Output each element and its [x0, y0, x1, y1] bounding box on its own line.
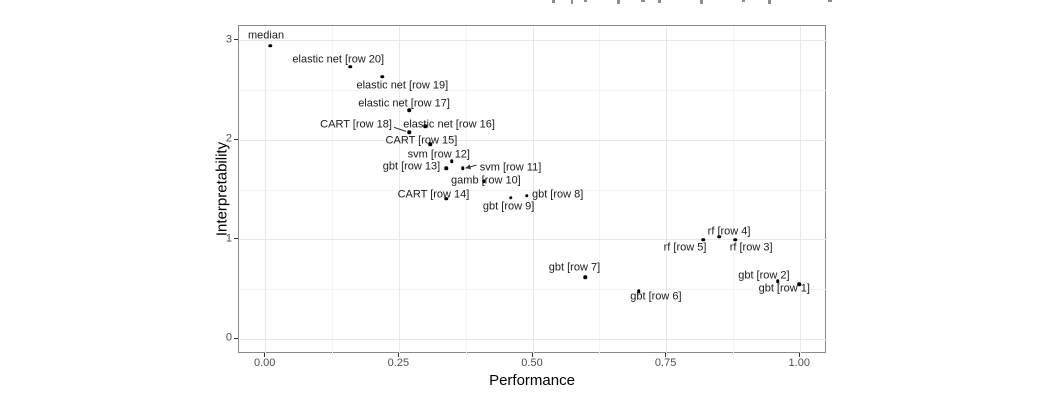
point-label: svm [row 11]: [479, 161, 542, 174]
point-label: gbt [row 2]: [738, 269, 790, 282]
point-label: elastic net [row 20]: [292, 53, 385, 66]
x-tick-mark: [665, 353, 667, 357]
x-major-gridline: [799, 26, 801, 354]
y-axis-title: Interpretability: [213, 141, 231, 237]
y-tick-mark: [234, 337, 238, 339]
y-tick-label: 3: [225, 33, 232, 46]
x-tick-mark: [531, 353, 533, 357]
y-major-gridline: [239, 338, 827, 340]
point-label: median: [248, 29, 285, 42]
data-point: [423, 124, 427, 129]
y-tick-label: 1: [225, 232, 232, 245]
y-tick-label: 2: [225, 132, 232, 145]
data-point: [482, 179, 486, 183]
point-label: rf [row 4]: [707, 225, 751, 238]
x-major-gridline: [398, 26, 400, 354]
point-label: gbt [row 7]: [548, 261, 601, 274]
point-label: rf [row 3]: [729, 241, 773, 254]
x-tick-label: 0.75: [654, 357, 677, 369]
data-point: [524, 194, 529, 198]
data-point: [348, 64, 352, 69]
x-tick-mark: [397, 353, 399, 357]
data-point: [450, 159, 454, 163]
x-tick-mark: [798, 353, 800, 357]
point-label: CART [row 14]: [397, 188, 470, 201]
point-label: gbt [row 1]: [758, 282, 810, 295]
point-label: gbt [row 9]: [482, 200, 535, 213]
x-axis-title: Performance: [489, 372, 575, 389]
data-point: [701, 237, 705, 242]
data-point: [733, 237, 737, 242]
data-point: [380, 74, 385, 79]
x-major-gridline: [265, 26, 267, 354]
point-label: gbt [row 8]: [531, 188, 584, 201]
data-point: [797, 282, 802, 287]
x-tick-label: 0.50: [521, 357, 543, 369]
data-point: [637, 289, 641, 294]
data-point: [583, 275, 588, 280]
data-point: [717, 234, 721, 239]
x-tick-label: 1.00: [788, 357, 810, 369]
point-label: gbt [row 13]: [382, 160, 441, 173]
x-tick-label: 0.00: [254, 357, 276, 369]
point-label: gbt [row 6]: [630, 290, 682, 303]
point-label: elastic net [row 19]: [356, 79, 449, 92]
plot-panel: [238, 25, 827, 354]
x-tick-mark: [264, 353, 266, 357]
y-major-gridline: [239, 40, 827, 42]
point-label: rf [row 5]: [663, 241, 707, 254]
data-point: [428, 142, 433, 147]
y-tick-label: 0: [225, 331, 232, 344]
data-point: [776, 279, 780, 284]
y-major-gridline: [239, 239, 827, 241]
y-tick-mark: [234, 138, 238, 140]
point-label: elastic net [row 16]: [403, 118, 495, 131]
data-point: [460, 166, 465, 170]
y-major-gridline: [239, 139, 827, 141]
y-tick-mark: [234, 238, 238, 240]
y-tick-mark: [234, 39, 238, 41]
data-point: [407, 130, 411, 135]
data-point: [268, 44, 272, 48]
x-tick-label: 0.25: [387, 357, 410, 369]
point-label: elastic net [row 17]: [358, 97, 450, 110]
point-label: CART [row 18]: [320, 118, 392, 131]
data-point: [508, 196, 513, 200]
point-label: gamb [row 10]: [451, 174, 521, 187]
data-point: [444, 197, 449, 201]
x-major-gridline: [532, 26, 534, 354]
point-label: svm [row 12]: [407, 148, 470, 161]
point-label: CART [row 15]: [385, 134, 458, 147]
data-point: [407, 108, 411, 113]
data-point: [444, 166, 449, 170]
x-major-gridline: [666, 26, 668, 354]
